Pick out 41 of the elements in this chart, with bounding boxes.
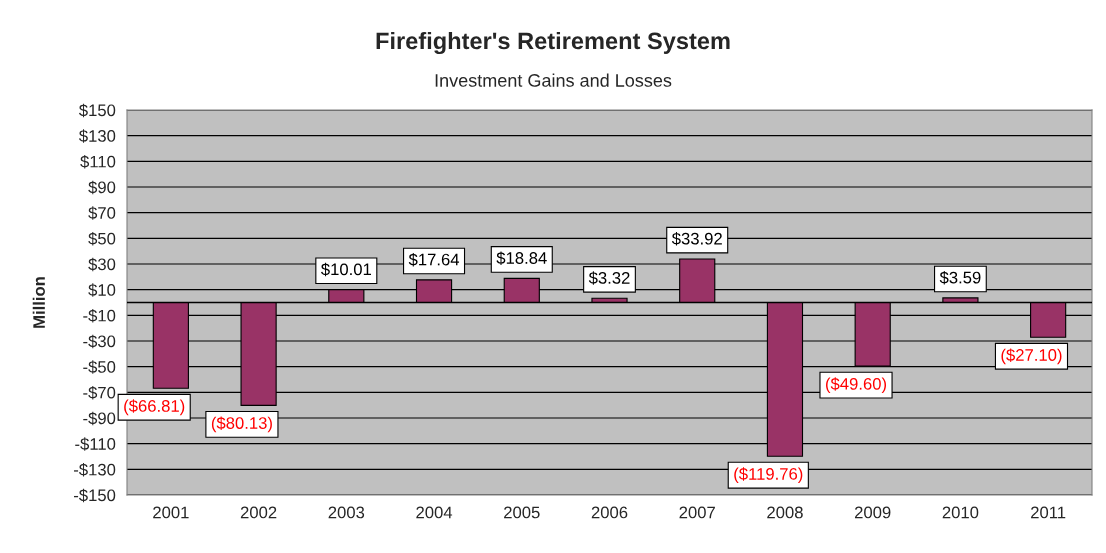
data-label: ($119.76) <box>734 467 803 484</box>
data-label: $17.64 <box>408 252 460 267</box>
data-label: $10.01 <box>321 262 371 277</box>
y-tick-label: $110 <box>80 155 116 169</box>
x-tick-label: 2010 <box>942 506 979 519</box>
x-tick-label: 2006 <box>591 506 628 519</box>
y-tick-label: $30 <box>88 257 116 272</box>
data-label: $3.32 <box>588 271 630 285</box>
data-label: $3.59 <box>939 270 981 285</box>
x-tick-label: 2002 <box>240 506 277 519</box>
y-tick-label: $150 <box>79 103 116 118</box>
x-tick-label: 2004 <box>416 506 453 519</box>
data-label: ($49.60) <box>826 377 887 394</box>
data-label: ($80.13) <box>211 416 272 433</box>
y-tick-label: -$30 <box>83 334 116 349</box>
y-tick-label: -$130 <box>74 463 116 477</box>
x-tick-label: 2003 <box>328 506 365 519</box>
y-tick-label: -$70 <box>83 386 116 400</box>
chart-subtitle: Investment Gains and Losses <box>435 73 672 87</box>
x-tick-label: 2007 <box>679 506 715 519</box>
y-tick-label: $90 <box>88 180 116 195</box>
x-tick-label: 2001 <box>153 506 189 519</box>
data-label: $18.84 <box>496 251 547 265</box>
data-label: $33.92 <box>671 232 722 246</box>
x-tick-label: 2008 <box>767 506 803 519</box>
y-axis-title: Million <box>32 277 45 328</box>
x-tick-label: 2009 <box>854 506 891 519</box>
x-tick-label: 2005 <box>504 506 540 519</box>
y-tick-label: $50 <box>88 232 116 246</box>
chart-title: Firefighter's Retirement System <box>376 31 730 55</box>
data-label: ($66.81) <box>124 399 185 416</box>
y-tick-label: -$50 <box>83 360 116 374</box>
y-tick-label: -$90 <box>83 411 116 426</box>
y-tick-label: -$110 <box>75 437 116 451</box>
data-label: ($27.10) <box>1001 348 1062 365</box>
x-tick-label: 2011 <box>1031 506 1066 519</box>
y-tick-label: $130 <box>79 129 116 143</box>
y-tick-label: $10 <box>88 283 116 297</box>
y-tick-label: $70 <box>88 206 116 220</box>
y-tick-label: -$150 <box>74 488 116 503</box>
y-tick-label: -$10 <box>83 309 116 323</box>
